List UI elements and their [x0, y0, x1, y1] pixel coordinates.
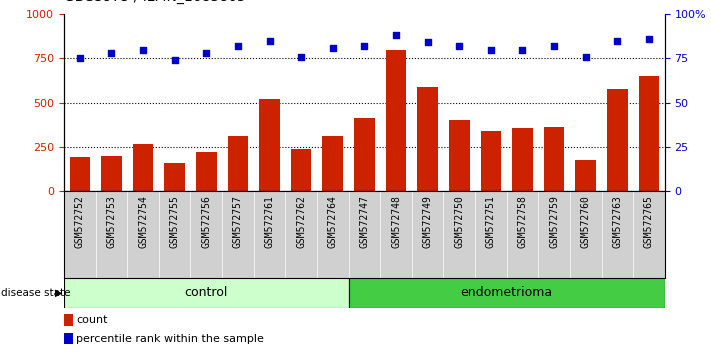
Text: endometrioma: endometrioma: [461, 286, 552, 299]
Text: GSM572755: GSM572755: [170, 195, 180, 247]
Bar: [323, 136, 343, 191]
Point: [137, 47, 149, 52]
Point: [390, 33, 402, 38]
Point: [296, 54, 307, 59]
Text: GSM572761: GSM572761: [264, 195, 274, 247]
Text: GSM572751: GSM572751: [486, 195, 496, 247]
Text: GSM572748: GSM572748: [391, 195, 401, 247]
Text: GSM572763: GSM572763: [612, 195, 622, 247]
Text: GSM572752: GSM572752: [75, 195, 85, 247]
Point: [232, 43, 244, 49]
Bar: [133, 144, 154, 191]
Bar: [575, 160, 596, 191]
Point: [359, 43, 370, 49]
Bar: [449, 120, 469, 191]
Point: [264, 38, 275, 44]
Text: percentile rank within the sample: percentile rank within the sample: [76, 333, 264, 344]
Bar: [417, 87, 438, 191]
Bar: [260, 99, 280, 191]
Point: [580, 54, 592, 59]
Text: count: count: [76, 315, 107, 325]
Text: GSM572747: GSM572747: [359, 195, 370, 247]
Bar: [354, 118, 375, 191]
Bar: [70, 156, 90, 191]
Bar: [638, 76, 659, 191]
Point: [454, 43, 465, 49]
Point: [422, 40, 433, 45]
Text: control: control: [185, 286, 228, 299]
Text: GDS3975 / ILMN_1683865: GDS3975 / ILMN_1683865: [64, 0, 246, 4]
Text: GSM572754: GSM572754: [138, 195, 148, 247]
Point: [643, 36, 655, 42]
Text: GSM572758: GSM572758: [518, 195, 528, 247]
Bar: [348, 278, 665, 308]
Text: GSM572765: GSM572765: [644, 195, 654, 247]
Point: [548, 43, 560, 49]
Text: GSM572757: GSM572757: [233, 195, 243, 247]
Bar: [228, 136, 248, 191]
Bar: [164, 163, 185, 191]
Point: [327, 45, 338, 51]
Bar: [64, 278, 348, 308]
Point: [169, 57, 181, 63]
Point: [201, 50, 212, 56]
Point: [611, 38, 623, 44]
Bar: [196, 152, 217, 191]
Point: [485, 47, 496, 52]
Point: [517, 47, 528, 52]
Text: GSM572764: GSM572764: [328, 195, 338, 247]
Bar: [544, 127, 565, 191]
Text: GSM572762: GSM572762: [296, 195, 306, 247]
Text: GSM572753: GSM572753: [107, 195, 117, 247]
Text: GSM572759: GSM572759: [549, 195, 559, 247]
Text: GSM572756: GSM572756: [201, 195, 211, 247]
Text: ▶: ▶: [55, 288, 63, 298]
Text: GSM572750: GSM572750: [454, 195, 464, 247]
Bar: [607, 89, 628, 191]
Bar: [291, 149, 311, 191]
Text: GSM572749: GSM572749: [422, 195, 432, 247]
Point: [106, 50, 117, 56]
Text: GSM572760: GSM572760: [581, 195, 591, 247]
Bar: [386, 50, 406, 191]
Bar: [512, 129, 533, 191]
Bar: [101, 156, 122, 191]
Point: [74, 56, 85, 61]
Text: disease state: disease state: [1, 288, 70, 298]
Bar: [481, 131, 501, 191]
